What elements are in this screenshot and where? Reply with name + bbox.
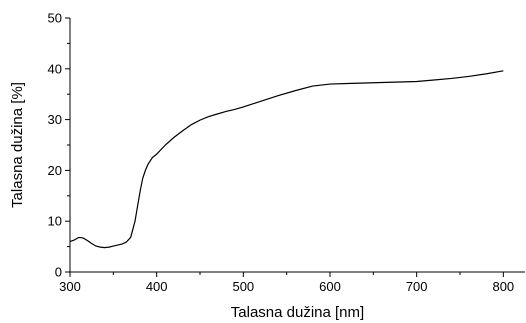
x-axis-title: Talasna dužina [nm] bbox=[231, 304, 364, 321]
y-tick-label: 40 bbox=[48, 61, 62, 76]
series-line bbox=[69, 70, 504, 249]
x-tick-label: 600 bbox=[319, 279, 341, 294]
x-tick-label: 700 bbox=[406, 279, 428, 294]
x-tick-label: 800 bbox=[492, 279, 514, 294]
y-tick-label: 0 bbox=[55, 265, 62, 280]
y-tick-label: 50 bbox=[48, 11, 62, 26]
x-tick-label: 300 bbox=[59, 279, 81, 294]
tick-labels-layer: 300 400 500 600 700 800 0 10 20 30 40 50 bbox=[48, 11, 515, 295]
y-tick-label: 30 bbox=[48, 112, 62, 127]
y-tick-label: 20 bbox=[48, 163, 62, 178]
y-tick-label: 10 bbox=[48, 214, 62, 229]
x-tick-label: 400 bbox=[146, 279, 168, 294]
x-tick-label: 500 bbox=[232, 279, 254, 294]
y-axis-title: Talasna dužina [%] bbox=[9, 82, 26, 208]
